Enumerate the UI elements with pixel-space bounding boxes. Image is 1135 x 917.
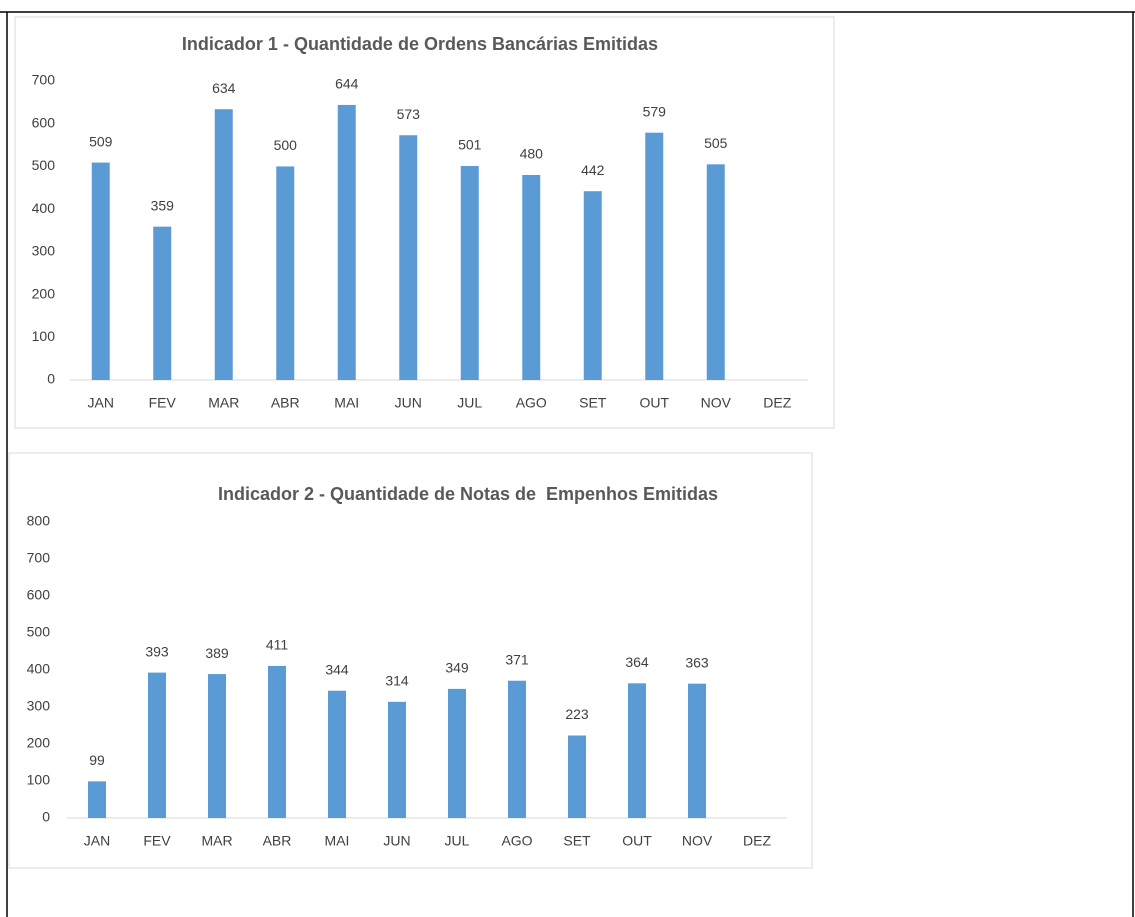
- data-label: 634: [212, 80, 236, 96]
- x-tick-label: FEV: [143, 833, 171, 849]
- x-tick-label: AGO: [516, 395, 547, 411]
- data-label: 363: [685, 654, 709, 670]
- bar: [568, 735, 586, 818]
- x-tick-label: DEZ: [763, 395, 791, 411]
- bar: [706, 164, 725, 380]
- data-label: 505: [704, 135, 728, 151]
- bar: [388, 701, 406, 818]
- chart-frame: [8, 452, 813, 869]
- chart-title: Indicador 1 - Quantidade de Ordens Bancá…: [182, 34, 658, 54]
- bar: [688, 683, 706, 818]
- y-tick-label: 200: [32, 285, 56, 301]
- data-label: 344: [325, 661, 349, 677]
- data-label: 223: [565, 706, 589, 722]
- data-label: 99: [89, 752, 105, 768]
- bar: [88, 781, 106, 818]
- data-label: 349: [445, 660, 469, 676]
- x-tick-label: DEZ: [743, 833, 771, 849]
- bar: [628, 683, 646, 818]
- x-tick-label: NOV: [682, 833, 713, 849]
- y-tick-label: 500: [27, 624, 51, 640]
- bar: [214, 109, 233, 380]
- data-label: 411: [266, 637, 289, 653]
- y-tick-label: 700: [27, 550, 51, 566]
- bar: [583, 191, 602, 380]
- bar: [460, 166, 479, 380]
- data-label: 509: [89, 133, 113, 149]
- data-label: 393: [145, 643, 169, 659]
- x-tick-label: FEV: [149, 395, 177, 411]
- y-tick-label: 300: [27, 698, 51, 714]
- data-label: 359: [151, 197, 175, 213]
- x-tick-label: JUN: [395, 395, 422, 411]
- y-tick-label: 500: [32, 157, 56, 173]
- data-label: 644: [335, 76, 359, 92]
- data-label: 579: [643, 103, 667, 119]
- y-tick-label: 800: [27, 513, 51, 529]
- x-tick-label: AGO: [501, 833, 532, 849]
- y-tick-label: 400: [32, 200, 56, 216]
- x-tick-label: OUT: [639, 395, 669, 411]
- data-label: 314: [385, 673, 409, 689]
- y-tick-label: 100: [32, 328, 56, 344]
- y-tick-label: 300: [32, 243, 56, 259]
- x-tick-label: MAR: [208, 395, 239, 411]
- y-tick-label: 100: [27, 772, 51, 788]
- x-tick-label: JUL: [445, 833, 470, 849]
- y-tick-label: 200: [27, 735, 51, 751]
- bar: [448, 688, 466, 818]
- data-label: 480: [520, 146, 544, 162]
- data-label: 500: [274, 137, 298, 153]
- data-label: 442: [581, 162, 605, 178]
- bar: [328, 690, 346, 818]
- bar: [91, 162, 110, 380]
- x-tick-label: SET: [563, 833, 591, 849]
- bar: [399, 135, 418, 380]
- x-tick-label: MAI: [334, 395, 359, 411]
- bar: [148, 672, 166, 818]
- bar: [276, 166, 295, 380]
- y-tick-label: 700: [32, 72, 56, 88]
- chart-title: Indicador 2 - Quantidade de Notas de Emp…: [218, 484, 718, 504]
- x-tick-label: MAR: [201, 833, 232, 849]
- bar: [645, 132, 664, 380]
- x-tick-label: NOV: [701, 395, 732, 411]
- bar: [208, 674, 226, 818]
- data-label: 389: [205, 645, 229, 661]
- bar: [522, 174, 541, 380]
- data-label: 573: [397, 106, 421, 122]
- x-tick-label: SET: [579, 395, 607, 411]
- x-tick-label: MAI: [325, 833, 350, 849]
- data-label: 501: [458, 137, 482, 153]
- y-tick-label: 0: [47, 371, 55, 387]
- y-tick-label: 400: [27, 661, 51, 677]
- bar: [268, 665, 286, 818]
- x-tick-label: JUL: [457, 395, 482, 411]
- x-tick-label: JAN: [88, 395, 114, 411]
- chart-frame: [14, 16, 835, 429]
- data-label: 371: [505, 651, 529, 667]
- x-tick-label: JUN: [383, 833, 410, 849]
- y-tick-label: 0: [42, 809, 50, 825]
- x-tick-label: ABR: [271, 395, 300, 411]
- data-label: 364: [625, 654, 649, 670]
- x-tick-label: OUT: [622, 833, 652, 849]
- y-tick-label: 600: [27, 587, 51, 603]
- x-tick-label: ABR: [263, 833, 292, 849]
- bar: [337, 104, 356, 381]
- bar: [153, 226, 172, 380]
- y-tick-label: 600: [32, 114, 56, 130]
- bar: [508, 680, 526, 818]
- x-tick-label: JAN: [84, 833, 110, 849]
